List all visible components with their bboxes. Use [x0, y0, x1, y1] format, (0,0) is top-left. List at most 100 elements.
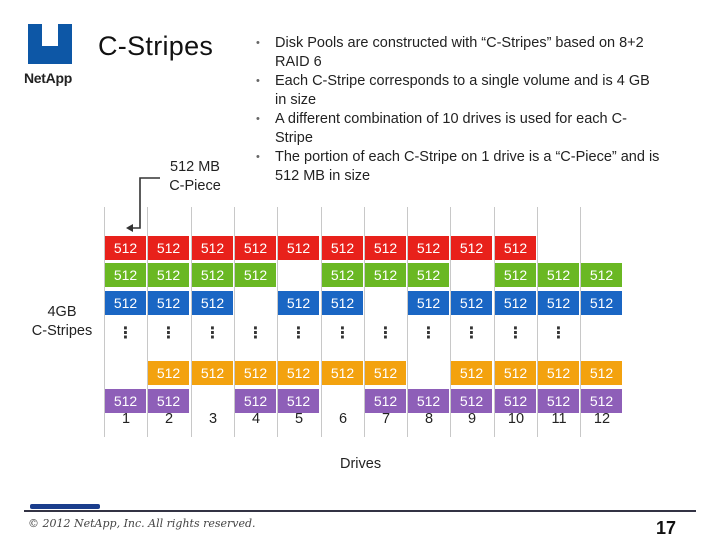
- c-piece-cell: 512: [148, 263, 189, 287]
- c-piece-cell: 512: [451, 291, 492, 315]
- ellipsis-icon: ⋮: [420, 325, 437, 342]
- c-piece-cell: 512: [105, 389, 146, 413]
- c-piece-cell: 512: [495, 389, 536, 413]
- ellipsis-icon: ⋮: [377, 325, 394, 342]
- c-piece-cell: 512: [235, 263, 276, 287]
- c-piece-cell: 512: [322, 236, 363, 260]
- c-piece-cell: 512: [408, 389, 449, 413]
- drive-number-label: 12: [593, 411, 611, 427]
- footer-accent-bar: [30, 504, 100, 509]
- c-piece-cell: 512: [408, 291, 449, 315]
- c-piece-cell: 512: [408, 236, 449, 260]
- ellipsis-icon: ⋮: [550, 325, 567, 342]
- c-piece-cell: 512: [451, 236, 492, 260]
- row-label-line: C-Stripes: [31, 323, 93, 339]
- c-piece-cell: 512: [148, 389, 189, 413]
- c-piece-cell: 512: [322, 263, 363, 287]
- drive-number-label: 5: [294, 411, 304, 427]
- c-piece-cell: 512: [581, 263, 622, 287]
- c-piece-cell: 512: [105, 263, 146, 287]
- c-stripes-label: 4GB C-Stripes: [28, 303, 96, 341]
- ellipsis-icon: ⋮: [334, 325, 351, 342]
- c-piece-cell: 512: [192, 236, 233, 260]
- c-piece-cell: 512: [278, 361, 319, 385]
- drive-number-label: 6: [338, 411, 348, 427]
- c-piece-cell: 512: [495, 263, 536, 287]
- drive-stripe-grid: 512 512 512 512 512 512 512 512 512 512 512 512 512 5…: [104, 207, 624, 437]
- bullet-dot-icon: •: [256, 37, 260, 49]
- c-piece-cell: 512: [538, 291, 579, 315]
- c-piece-callout: 512 MB C-Piece: [162, 158, 228, 196]
- ellipsis-icon: ⋮: [290, 325, 307, 342]
- drive-number-label: 11: [551, 411, 567, 427]
- bullet-list: • Disk Pools are constructed with “C-Stri…: [253, 34, 663, 186]
- c-piece-cell: 512: [365, 236, 406, 260]
- c-piece-cell: 512: [365, 361, 406, 385]
- c-piece-cell: 512: [322, 291, 363, 315]
- c-piece-cell: 512: [495, 236, 536, 260]
- netapp-logo-icon: [28, 24, 72, 64]
- drive-number-label: 1: [121, 411, 131, 427]
- c-piece-cell: 512: [105, 291, 146, 315]
- footer-rule: [24, 510, 696, 512]
- bullet-text: The portion of each C-Stripe on 1 drive …: [275, 149, 660, 184]
- bullet-item: • A different combination of 10 drives is…: [253, 110, 663, 148]
- c-piece-cell: 512: [235, 389, 276, 413]
- c-piece-cell: 512: [278, 291, 319, 315]
- drive-number-label: 9: [467, 411, 477, 427]
- drive-number-label: 2: [164, 411, 174, 427]
- c-piece-cell: 512: [148, 236, 189, 260]
- bullet-item: • Each C-Stripe corresponds to a single v…: [253, 72, 663, 110]
- bullet-dot-icon: •: [256, 151, 260, 163]
- c-piece-cell: 512: [581, 389, 622, 413]
- c-piece-cell: 512: [192, 361, 233, 385]
- ellipsis-icon: ⋮: [247, 325, 264, 342]
- c-piece-cell: 512: [235, 361, 276, 385]
- ellipsis-icon: ⋮: [204, 325, 221, 342]
- c-piece-cell: 512: [235, 236, 276, 260]
- page-number: 17: [655, 518, 676, 538]
- drive-number-label: 7: [381, 411, 391, 427]
- ellipsis-icon: ⋮: [117, 325, 134, 342]
- c-piece-cell: 512: [451, 361, 492, 385]
- bullet-text: Disk Pools are constructed with “C-Strip…: [275, 35, 644, 70]
- ellipsis-icon: ⋮: [160, 325, 177, 342]
- bullet-text: A different combination of 10 drives is …: [275, 111, 627, 146]
- c-piece-cell: 512: [322, 361, 363, 385]
- c-piece-cell: 512: [581, 361, 622, 385]
- c-piece-cell: 512: [408, 263, 449, 287]
- bullet-dot-icon: •: [256, 75, 260, 87]
- drive-number-label: 4: [251, 411, 261, 427]
- bullet-text: Each C-Stripe corresponds to a single vo…: [275, 73, 650, 108]
- c-piece-cell: 512: [105, 236, 146, 260]
- c-piece-cell: 512: [192, 291, 233, 315]
- callout-pointer-arrow: [126, 177, 160, 232]
- c-piece-cell: 512: [538, 389, 579, 413]
- c-piece-cell: 512: [278, 389, 319, 413]
- bullet-item: • Disk Pools are constructed with “C-Stri…: [253, 34, 663, 72]
- ellipsis-icon: ⋮: [507, 325, 524, 342]
- drive-number-label: 8: [424, 411, 434, 427]
- bullet-item: • The portion of each C-Stripe on 1 drive…: [253, 148, 663, 186]
- bullet-dot-icon: •: [256, 113, 260, 125]
- c-piece-cell: 512: [278, 236, 319, 260]
- copyright-text: © 2012 NetApp, Inc. All rights reserved.: [28, 517, 256, 530]
- ellipsis-icon: ⋮: [463, 325, 480, 342]
- c-piece-cell: 512: [495, 291, 536, 315]
- drive-number-label: 3: [208, 411, 218, 427]
- c-piece-cell: 512: [148, 291, 189, 315]
- c-piece-cell: 512: [538, 361, 579, 385]
- callout-line: C-Piece: [169, 178, 221, 194]
- c-piece-cell: 512: [365, 263, 406, 287]
- drives-axis-label: Drives: [340, 456, 382, 472]
- netapp-logo-text: NetApp: [24, 70, 72, 86]
- c-piece-cell: 512: [538, 263, 579, 287]
- c-piece-cell: 512: [581, 291, 622, 315]
- c-piece-cell: 512: [148, 361, 189, 385]
- drive-column-dividers: [104, 207, 581, 437]
- drive-number-label: 10: [507, 411, 525, 427]
- c-piece-cell: 512: [495, 361, 536, 385]
- slide-title: C-Stripes: [98, 31, 214, 61]
- callout-line: 512 MB: [170, 159, 220, 175]
- c-piece-cell: 512: [192, 263, 233, 287]
